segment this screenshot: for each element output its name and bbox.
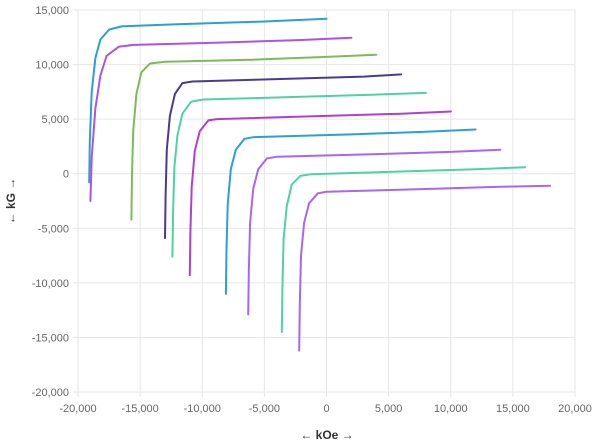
x-tick-label: -20,000 (59, 403, 96, 415)
y-tick-label: 0 (63, 169, 69, 181)
series-line-3 (130, 53, 378, 221)
grid (73, 9, 576, 397)
x-tick-label: 10,000 (434, 403, 468, 415)
y-tick-label: -20,000 (32, 387, 69, 399)
series-line-8 (247, 148, 502, 316)
series-line-2 (89, 36, 353, 202)
x-axis-title: ← kOe → (300, 428, 353, 442)
x-tick-label: 0 (323, 403, 329, 415)
x-tick-label: 15,000 (496, 403, 530, 415)
y-tick-label: 5,000 (41, 114, 69, 126)
x-tick-label: -5,000 (249, 403, 280, 415)
series-line-5 (171, 91, 427, 258)
y-tick-label: 10,000 (35, 60, 69, 72)
series-line-1 (88, 17, 328, 184)
y-tick-label: -15,000 (32, 332, 69, 344)
series-line-6 (188, 110, 452, 277)
x-tick-label: 5,000 (375, 403, 403, 415)
y-tick-label: -10,000 (32, 278, 69, 290)
series-line-9 (280, 166, 527, 333)
y-tick-label: -5,000 (38, 223, 69, 235)
series-line-7 (224, 128, 477, 295)
series-group (88, 17, 552, 352)
series-line-4 (164, 73, 403, 240)
series-line-10 (298, 184, 552, 352)
x-tick-label: -10,000 (184, 403, 221, 415)
y-axis-title: ← kG → (4, 178, 18, 225)
y-tick-label: 15,000 (35, 5, 69, 17)
x-tick-label: 20,000 (558, 403, 592, 415)
x-tick-label: -15,000 (121, 403, 158, 415)
tick-labels: -20,000 -15,000 -10,000 -5,000 0 5,000 10,000 1… (32, 5, 592, 415)
